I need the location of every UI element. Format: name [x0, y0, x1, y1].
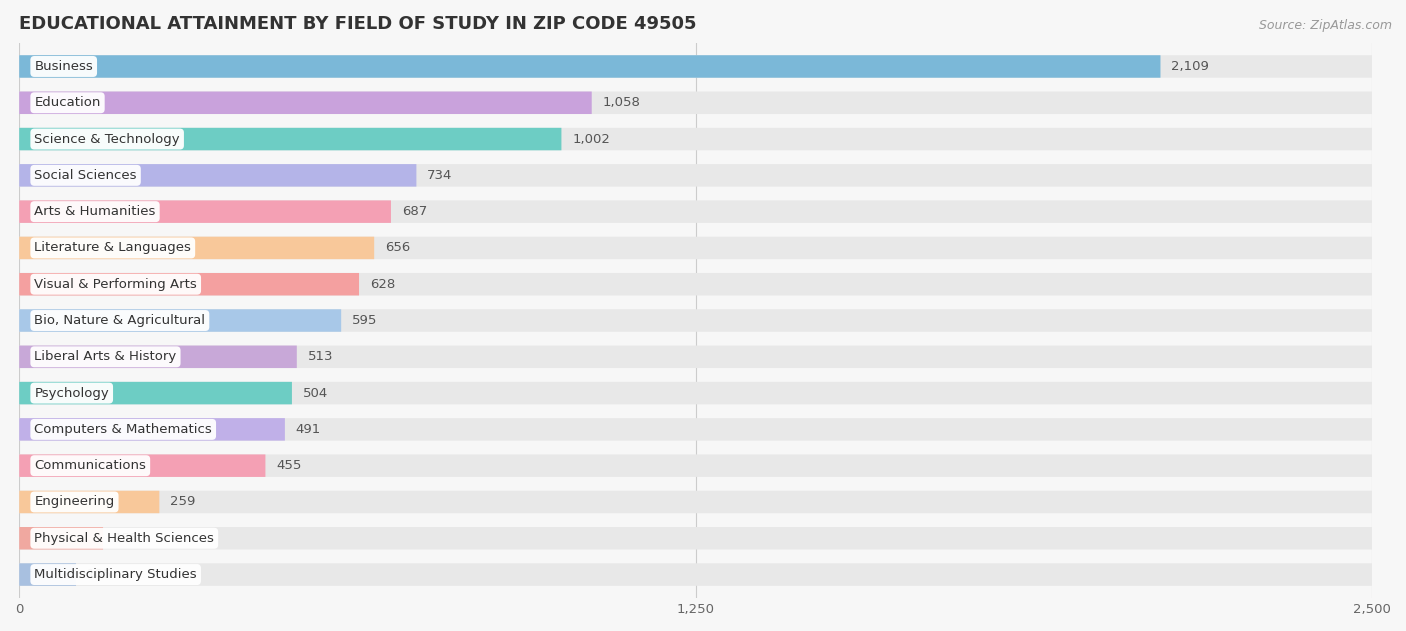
- FancyBboxPatch shape: [20, 128, 1372, 150]
- Text: EDUCATIONAL ATTAINMENT BY FIELD OF STUDY IN ZIP CODE 49505: EDUCATIONAL ATTAINMENT BY FIELD OF STUDY…: [20, 15, 697, 33]
- Text: Multidisciplinary Studies: Multidisciplinary Studies: [34, 568, 197, 581]
- FancyBboxPatch shape: [20, 201, 1372, 223]
- FancyBboxPatch shape: [20, 164, 1372, 187]
- Text: Physical & Health Sciences: Physical & Health Sciences: [34, 532, 214, 545]
- Text: Bio, Nature & Agricultural: Bio, Nature & Agricultural: [34, 314, 205, 327]
- FancyBboxPatch shape: [20, 273, 1372, 295]
- FancyBboxPatch shape: [20, 237, 1372, 259]
- Text: 259: 259: [170, 495, 195, 509]
- Text: Visual & Performing Arts: Visual & Performing Arts: [34, 278, 197, 291]
- Text: 2,109: 2,109: [1171, 60, 1209, 73]
- Text: Arts & Humanities: Arts & Humanities: [34, 205, 156, 218]
- Text: Literature & Languages: Literature & Languages: [34, 242, 191, 254]
- Text: Source: ZipAtlas.com: Source: ZipAtlas.com: [1258, 19, 1392, 32]
- FancyBboxPatch shape: [20, 454, 266, 477]
- FancyBboxPatch shape: [20, 309, 342, 332]
- Text: 455: 455: [276, 459, 302, 472]
- FancyBboxPatch shape: [20, 382, 292, 404]
- FancyBboxPatch shape: [20, 201, 391, 223]
- Text: Science & Technology: Science & Technology: [34, 133, 180, 146]
- Text: 504: 504: [302, 387, 328, 399]
- Text: 491: 491: [295, 423, 321, 436]
- FancyBboxPatch shape: [20, 273, 359, 295]
- FancyBboxPatch shape: [20, 91, 592, 114]
- Text: Communications: Communications: [34, 459, 146, 472]
- Text: Liberal Arts & History: Liberal Arts & History: [34, 350, 177, 363]
- Text: Computers & Mathematics: Computers & Mathematics: [34, 423, 212, 436]
- FancyBboxPatch shape: [20, 491, 1372, 513]
- Text: 1,058: 1,058: [603, 97, 640, 109]
- Text: 1,002: 1,002: [572, 133, 610, 146]
- Text: Education: Education: [34, 97, 101, 109]
- Text: 105: 105: [87, 568, 112, 581]
- FancyBboxPatch shape: [20, 164, 416, 187]
- FancyBboxPatch shape: [20, 56, 1372, 78]
- FancyBboxPatch shape: [20, 527, 1372, 550]
- FancyBboxPatch shape: [20, 418, 1372, 440]
- FancyBboxPatch shape: [20, 237, 374, 259]
- FancyBboxPatch shape: [20, 128, 561, 150]
- FancyBboxPatch shape: [20, 527, 103, 550]
- Text: 734: 734: [427, 169, 453, 182]
- FancyBboxPatch shape: [20, 418, 285, 440]
- FancyBboxPatch shape: [20, 346, 297, 368]
- Text: 595: 595: [352, 314, 377, 327]
- FancyBboxPatch shape: [20, 563, 76, 586]
- Text: 687: 687: [402, 205, 427, 218]
- FancyBboxPatch shape: [20, 491, 159, 513]
- Text: Engineering: Engineering: [34, 495, 115, 509]
- Text: Social Sciences: Social Sciences: [34, 169, 136, 182]
- FancyBboxPatch shape: [20, 382, 1372, 404]
- FancyBboxPatch shape: [20, 346, 1372, 368]
- FancyBboxPatch shape: [20, 563, 1372, 586]
- Text: Psychology: Psychology: [34, 387, 110, 399]
- Text: Business: Business: [34, 60, 93, 73]
- Text: 513: 513: [308, 350, 333, 363]
- Text: 628: 628: [370, 278, 395, 291]
- FancyBboxPatch shape: [20, 454, 1372, 477]
- Text: 155: 155: [114, 532, 139, 545]
- FancyBboxPatch shape: [20, 56, 1160, 78]
- Text: 656: 656: [385, 242, 411, 254]
- FancyBboxPatch shape: [20, 91, 1372, 114]
- FancyBboxPatch shape: [20, 309, 1372, 332]
